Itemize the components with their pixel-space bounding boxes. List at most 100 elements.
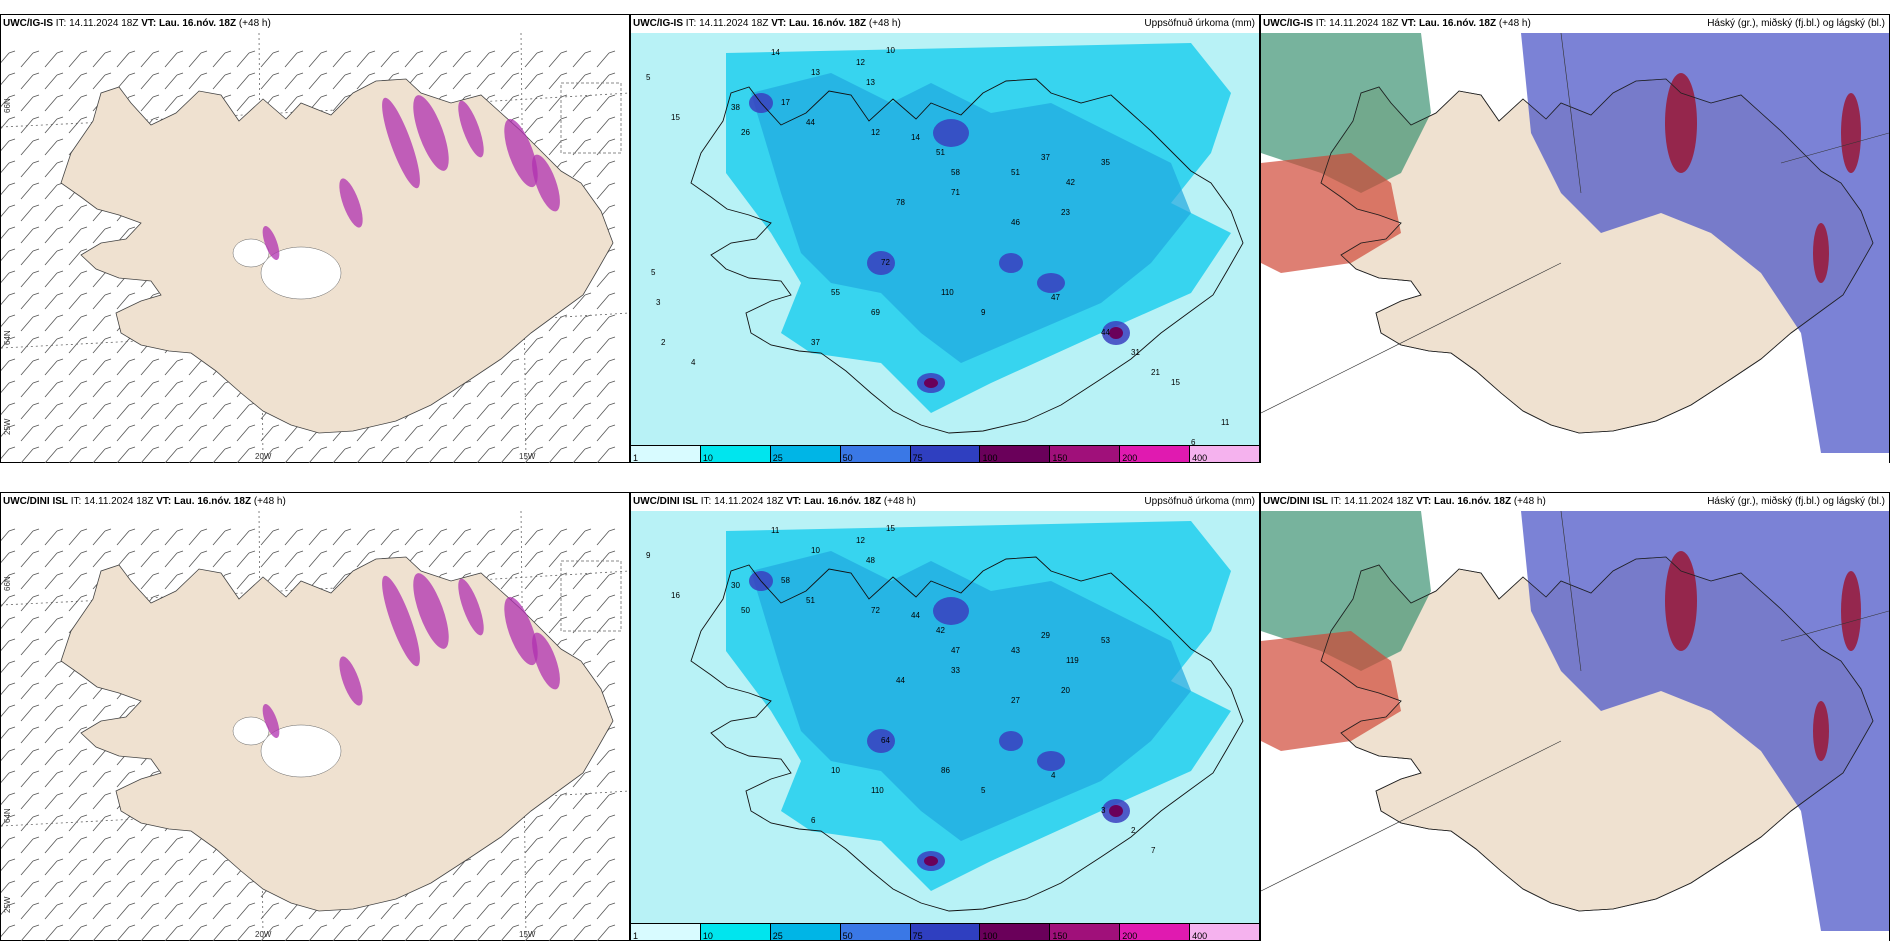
- wind-barb: [92, 704, 112, 722]
- wind-barb: [404, 424, 424, 442]
- precip-maximum: [1037, 751, 1065, 771]
- wind-barb: [524, 814, 544, 832]
- wind-barb: [20, 858, 40, 876]
- wind-barb: [404, 902, 424, 920]
- wind-barb: [20, 726, 40, 744]
- precip-value-label: 78: [896, 198, 905, 207]
- wind-barb: [428, 924, 448, 941]
- wind-barb: [476, 72, 496, 90]
- wind-barb: [20, 380, 40, 398]
- wind-barb: [92, 292, 112, 310]
- wind-barb: [260, 424, 280, 442]
- wind-barb: [548, 594, 568, 612]
- wind-barb: [68, 380, 88, 398]
- precip-value-label: 30: [731, 581, 740, 590]
- wind-barb: [1, 358, 16, 371]
- colorbar-segment: 1: [631, 446, 701, 463]
- wind-barb: [44, 638, 64, 656]
- graticule-line: [1, 312, 629, 349]
- wind-barb: [548, 138, 568, 156]
- wind-barb: [524, 880, 544, 898]
- wind-barb: [212, 50, 232, 68]
- wind-map: [1, 33, 629, 463]
- wind-barb: [68, 572, 88, 590]
- panel-header: UWC/IG-IS IT: 14.11.2024 18Z VT: Lau. 16…: [3, 18, 271, 29]
- wind-barb: [116, 770, 136, 788]
- wind-barb: [44, 248, 64, 266]
- wind-barb: [260, 72, 280, 90]
- wind-barb: [500, 924, 520, 941]
- wind-barb: [164, 358, 184, 376]
- low-cloud-area: [1665, 551, 1697, 651]
- wind-barb: [500, 858, 520, 876]
- wind-barb: [428, 72, 448, 90]
- wind-barb: [68, 402, 88, 420]
- wind-barb: [20, 704, 40, 722]
- wind-barb: [20, 182, 40, 200]
- wind-barb: [572, 924, 592, 941]
- wind-barb: [524, 402, 544, 420]
- wind-barb: [236, 924, 256, 941]
- wind-barb: [20, 638, 40, 656]
- wind-barb: [44, 358, 64, 376]
- wind-barb: [596, 336, 616, 354]
- graticule-line: [1, 92, 629, 128]
- precip-value-label: 35: [1101, 158, 1110, 167]
- wind-barb: [404, 528, 424, 546]
- wind-barb: [284, 924, 304, 941]
- precip-value-label: 26: [741, 128, 750, 137]
- snowfall-area: [532, 154, 560, 212]
- precip-value-label: 27: [1011, 696, 1020, 705]
- wind-barb: [20, 572, 40, 590]
- precip-value-label: 51: [936, 148, 945, 157]
- lat-label: 64N: [3, 808, 12, 823]
- wind-barb: [44, 792, 64, 810]
- wind-barb: [500, 50, 520, 68]
- wind-barb: [404, 50, 424, 68]
- precip-value-label: 42: [1066, 178, 1075, 187]
- wind-barb: [500, 72, 520, 90]
- wind-barb: [596, 792, 616, 810]
- wind-barb: [116, 902, 136, 920]
- wind-barb: [1, 160, 16, 173]
- wind-barb: [1, 550, 16, 563]
- wind-barb: [572, 116, 592, 134]
- wind-barb: [164, 94, 184, 112]
- high-cloud-area: [1261, 511, 1431, 671]
- wind-map: [1, 511, 629, 941]
- colorbar-segment: 1: [631, 924, 701, 941]
- wind-barb: [68, 50, 88, 68]
- wind-barb: [20, 836, 40, 854]
- wind-barb: [1, 572, 16, 585]
- hatched-area: [560, 82, 622, 154]
- precip-maximum: [1037, 273, 1065, 293]
- wind-barb: [548, 902, 568, 920]
- wind-barb: [92, 792, 112, 810]
- wind-barb: [68, 528, 88, 546]
- wind-barb: [524, 594, 544, 612]
- mid-cloud-area: [1521, 33, 1889, 453]
- precip-value-label: 12: [856, 536, 865, 545]
- precip-value-label: 21: [1151, 368, 1160, 377]
- wind-barb: [44, 380, 64, 398]
- colorbar-segment: 100: [980, 446, 1051, 463]
- precip-value-label: 58: [781, 576, 790, 585]
- lon-label: 15W: [519, 452, 536, 461]
- wind-barb: [92, 924, 112, 941]
- snowfall-area: [532, 632, 560, 690]
- precip-area: [751, 73, 1191, 363]
- precip-area: [751, 551, 1191, 841]
- precip-maximum: [999, 731, 1023, 751]
- wind-barb: [548, 814, 568, 832]
- wind-barb: [140, 924, 160, 941]
- precip-value-label: 37: [811, 338, 820, 347]
- precip-value-label: 2: [1131, 826, 1136, 835]
- colorbar-tick-label: 200: [1122, 931, 1138, 941]
- wind-barb: [548, 116, 568, 134]
- colorbar-tick-label: 100: [982, 453, 998, 463]
- wind-barb: [572, 836, 592, 854]
- wind-barb: [596, 660, 616, 678]
- wind-barb: [476, 858, 496, 876]
- colorbar-tick-label: 75: [912, 931, 923, 941]
- wind-barb: [476, 880, 496, 898]
